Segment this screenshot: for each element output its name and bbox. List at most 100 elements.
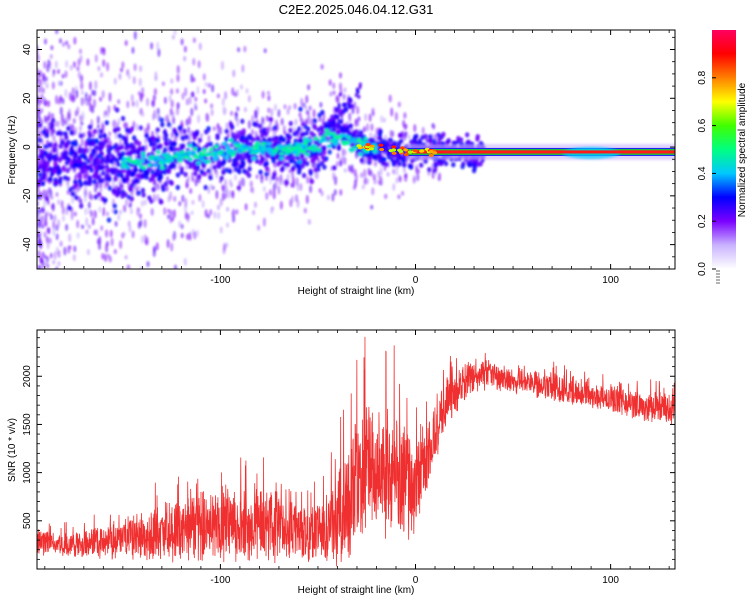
spectrogram-cell (115, 107, 120, 113)
spectrogram-cell (44, 167, 50, 173)
spectrogram-cell (280, 165, 285, 172)
spectrogram-cell (334, 175, 338, 186)
spectrogram-cell (241, 160, 246, 167)
spectrogram-cell (224, 190, 229, 199)
spectrogram-cell (235, 209, 239, 215)
spectrogram-cell (239, 84, 244, 90)
spectrogram-cell (244, 203, 248, 211)
spectrogram-cell (141, 145, 146, 151)
spectrogram-cell (290, 166, 296, 172)
spectrogram-cell (306, 126, 311, 132)
spectrogram-cell (358, 82, 362, 87)
spectrogram-cell (55, 266, 59, 269)
spectrogram-cell (191, 177, 195, 182)
spectrogram-cell (48, 237, 52, 244)
spectrogram-cell (347, 164, 352, 173)
spectrogram-cell (132, 76, 136, 85)
spectrogram-cell (159, 117, 165, 123)
spectrogram-cell (407, 150, 413, 154)
spectrogram-cell (183, 171, 188, 178)
spectrogram-cell (173, 30, 177, 35)
spectrogram-cell (255, 141, 260, 146)
spectrogram-cell (190, 91, 194, 98)
spectrogram-cell (475, 136, 480, 142)
spectrogram-cell (105, 168, 110, 174)
spectrogram-cell (413, 124, 417, 133)
spectrogram-cell (183, 55, 187, 62)
spectrogram-cell (129, 160, 135, 164)
x-tick-label: 0 (413, 275, 419, 286)
spectrogram-cell (213, 154, 219, 159)
spectrogram-cell (154, 76, 158, 82)
spectrogram-cell (163, 132, 169, 138)
spectrogram-cell (355, 87, 359, 92)
spectrogram-cell (180, 38, 184, 46)
spectrogram-cell (160, 184, 166, 190)
spectrogram-cell (79, 198, 83, 205)
spectrogram-cell (166, 239, 170, 249)
spectrogram-cell (419, 162, 424, 168)
spectrogram-cell (192, 159, 198, 165)
spectrogram-cell (353, 168, 357, 177)
spectrogram-cell (141, 87, 145, 94)
spectrogram-cell (392, 183, 396, 191)
spectrogram-cell (178, 201, 182, 207)
spectrogram-cell (184, 134, 189, 140)
colorbar-tick-label: 0.0 (697, 262, 708, 276)
spectrogram-cell (283, 104, 287, 110)
spectrogram-cell (311, 148, 316, 153)
spectrogram-cell (160, 122, 165, 128)
spectrogram-cell (428, 134, 433, 140)
spectrogram-cell (224, 155, 230, 160)
spectrogram-cell (342, 94, 346, 101)
spectrogram-cell (224, 91, 228, 100)
spectrogram-xlabel: Height of straight line (km) (298, 286, 415, 297)
spectrogram-cell (37, 159, 40, 167)
spectrogram-cell (415, 166, 419, 175)
spectrogram-cell (128, 225, 132, 233)
spectrogram-cell (96, 124, 100, 130)
spectrogram-cell (370, 123, 374, 132)
spectrogram-cell (198, 194, 202, 202)
spectrogram-cell (195, 165, 200, 171)
spectrogram-cell (109, 159, 115, 165)
spectrogram-cell (261, 141, 267, 146)
spectrogram-cell (432, 151, 438, 155)
spectrogram-cell (292, 146, 298, 150)
spectrogram-cell (267, 107, 271, 114)
spectrogram-cell (65, 167, 70, 174)
spectrogram-cell (131, 230, 135, 239)
spectrogram-cell (206, 159, 212, 164)
spectrogram-cell (100, 170, 106, 176)
spectrogram-cell (152, 245, 157, 252)
x-tick-label: 100 (602, 575, 619, 586)
spectrogram-cell (143, 219, 147, 228)
spectrogram-cell (337, 135, 343, 140)
spectrogram-cell (145, 236, 149, 246)
spectrogram-cell (93, 128, 98, 134)
spectrogram-cell (71, 97, 75, 103)
spectrogram-cell (338, 92, 342, 97)
spectrogram-cell (61, 214, 66, 222)
spectrogram-cell (319, 125, 324, 131)
spectrogram-cell (57, 156, 62, 162)
spectrogram-cell (236, 154, 241, 160)
spectrogram-cell (146, 261, 150, 268)
spectrogram-cell (285, 162, 291, 168)
spectrogram-cell (71, 87, 75, 95)
spectrogram-cell (127, 73, 131, 80)
spectrogram-cell (77, 171, 83, 177)
spectrogram-cell (135, 149, 140, 155)
spectrogram-cell (37, 137, 42, 143)
spectrogram-cell (216, 123, 220, 129)
spectrogram-cell (382, 117, 386, 123)
spectrogram-cell (117, 133, 122, 139)
spectrogram-cell (149, 141, 154, 147)
spectrogram-cell (71, 185, 77, 191)
spectrogram-cell (347, 104, 351, 109)
spectrogram-cell (308, 170, 313, 176)
spectrogram-cell (230, 110, 234, 116)
spectrogram-cell (87, 175, 93, 181)
spectrogram-cell (373, 155, 379, 161)
spectrogram-cell (403, 148, 409, 152)
